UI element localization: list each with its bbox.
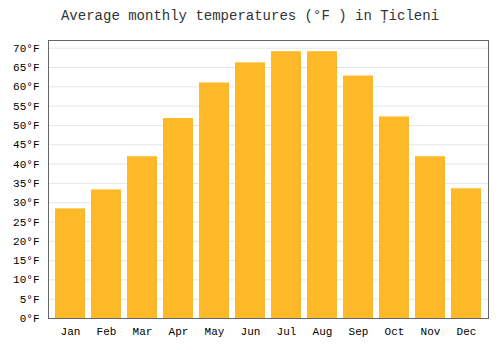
svg-text:Jul: Jul <box>277 326 297 338</box>
svg-text:Nov: Nov <box>421 326 441 338</box>
svg-text:Feb: Feb <box>97 326 117 338</box>
svg-text:70°F: 70°F <box>13 43 39 55</box>
svg-text:30°F: 30°F <box>13 197 39 209</box>
svg-text:5°F: 5°F <box>20 294 40 306</box>
svg-text:0°F: 0°F <box>20 313 40 325</box>
svg-text:Mar: Mar <box>133 326 153 338</box>
svg-text:55°F: 55°F <box>13 101 39 113</box>
svg-text:65°F: 65°F <box>13 62 39 74</box>
svg-text:45°F: 45°F <box>13 139 39 151</box>
svg-text:May: May <box>205 326 225 338</box>
svg-text:40°F: 40°F <box>13 159 39 171</box>
svg-text:25°F: 25°F <box>13 216 39 228</box>
svg-text:Jun: Jun <box>241 326 261 338</box>
svg-text:Dec: Dec <box>457 326 477 338</box>
svg-text:Jan: Jan <box>61 326 81 338</box>
svg-text:Apr: Apr <box>169 326 189 338</box>
svg-text:Aug: Aug <box>313 326 333 338</box>
svg-text:15°F: 15°F <box>13 255 39 267</box>
svg-text:20°F: 20°F <box>13 236 39 248</box>
svg-text:50°F: 50°F <box>13 120 39 132</box>
svg-text:35°F: 35°F <box>13 178 39 190</box>
svg-text:10°F: 10°F <box>13 274 39 286</box>
svg-text:Oct: Oct <box>385 326 405 338</box>
svg-text:60°F: 60°F <box>13 81 39 93</box>
html-text:Average monthly temperatures (: Average monthly temperatures (°F ) in Ţi… <box>61 8 439 24</box>
svg-text:Sep: Sep <box>349 326 369 338</box>
